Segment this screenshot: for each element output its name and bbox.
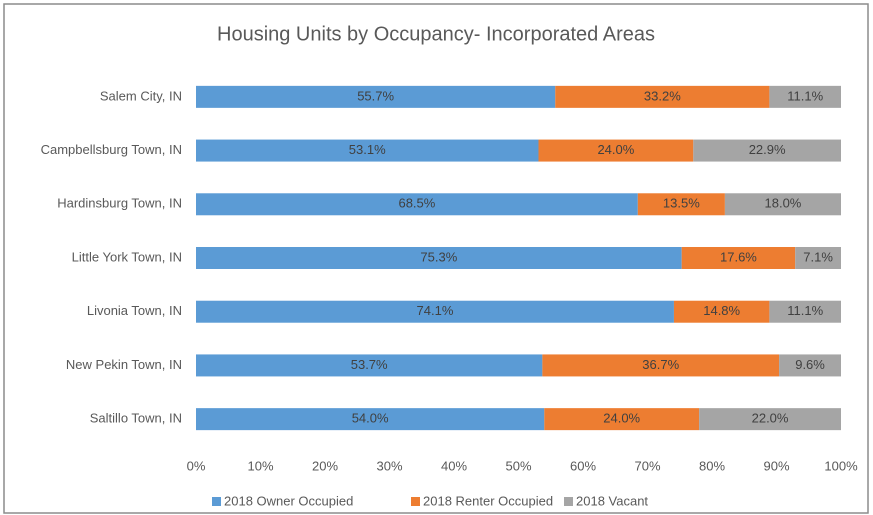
x-tick-label: 80%: [699, 458, 725, 473]
data-label: 54.0%: [352, 411, 389, 426]
bar-segment: [196, 85, 556, 108]
data-label: 18.0%: [765, 196, 802, 211]
data-label: 55.7%: [357, 88, 394, 103]
legend-swatch: [564, 497, 573, 506]
bar-segment: [724, 193, 841, 216]
legend-label: 2018 Vacant: [576, 493, 648, 508]
data-label: 36.7%: [642, 357, 679, 372]
bar-segment: [196, 193, 638, 216]
bar-segment: [769, 85, 841, 108]
x-tick-label: 70%: [634, 458, 660, 473]
data-label: 11.1%: [787, 88, 823, 103]
x-tick-label: 20%: [312, 458, 338, 473]
y-tick-label: Livonia Town, IN: [87, 303, 182, 318]
y-tick-label: Hardinsburg Town, IN: [57, 196, 182, 211]
data-label: 68.5%: [398, 196, 435, 211]
data-label: 11.1%: [787, 303, 823, 318]
data-label: 17.6%: [720, 249, 757, 264]
bar-segment: [795, 247, 841, 269]
legend-label: 2018 Owner Occupied: [224, 493, 353, 508]
x-tick-label: 90%: [763, 458, 789, 473]
data-label: 53.7%: [351, 357, 388, 372]
bar-segment: [196, 354, 543, 377]
bar-segment: [542, 354, 780, 377]
data-label: 24.0%: [603, 411, 640, 426]
legend-label: 2018 Renter Occupied: [423, 493, 553, 508]
bar-segment: [779, 354, 841, 377]
data-label: 24.0%: [597, 142, 634, 157]
x-tick-label: 40%: [441, 458, 467, 473]
bar-segment: [555, 85, 770, 108]
data-label: 74.1%: [417, 303, 454, 318]
x-tick-label: 60%: [570, 458, 596, 473]
data-label: 14.8%: [703, 303, 740, 318]
bar-segment: [196, 408, 545, 431]
data-label: 22.9%: [749, 142, 786, 157]
data-label: 7.1%: [803, 249, 833, 264]
data-label: 53.1%: [349, 142, 386, 157]
chart-title: Housing Units by Occupancy- Incorporated…: [217, 23, 655, 45]
bar-segment: [538, 139, 694, 162]
y-tick-label: Salem City, IN: [100, 88, 182, 103]
bar-segment: [196, 300, 674, 323]
bar-segment: [681, 247, 796, 269]
data-label: 13.5%: [663, 196, 700, 211]
x-tick-label: 30%: [376, 458, 402, 473]
bar-segment: [693, 139, 841, 162]
bar-segment: [699, 408, 841, 431]
data-label: 22.0%: [752, 411, 789, 426]
legend-swatch: [212, 497, 221, 506]
bar-segment: [769, 300, 841, 323]
data-label: 33.2%: [644, 88, 681, 103]
legend-swatch: [411, 497, 420, 506]
x-tick-label: 100%: [824, 458, 858, 473]
bar-segment: [673, 300, 770, 323]
x-tick-label: 50%: [505, 458, 531, 473]
bar-segment: [544, 408, 700, 431]
y-tick-label: Saltillo Town, IN: [90, 411, 182, 426]
bar-segment: [637, 193, 725, 216]
y-tick-label: New Pekin Town, IN: [66, 357, 182, 372]
data-label: 9.6%: [795, 357, 825, 372]
x-tick-label: 10%: [247, 458, 273, 473]
bar-segment: [196, 247, 682, 269]
y-tick-label: Campbellsburg Town, IN: [41, 142, 182, 157]
bar-segment: [196, 139, 539, 162]
y-tick-label: Little York Town, IN: [72, 249, 182, 264]
data-label: 75.3%: [420, 249, 457, 264]
x-tick-label: 0%: [187, 458, 206, 473]
